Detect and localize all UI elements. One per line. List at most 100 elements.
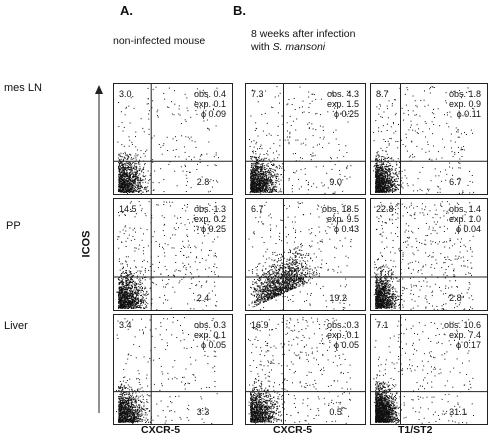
event-dot <box>124 215 126 216</box>
event-dot <box>119 299 120 301</box>
event-dot <box>391 157 393 159</box>
event-dot <box>302 100 304 102</box>
event-dot <box>384 173 385 175</box>
event-dot <box>172 286 174 288</box>
event-dot <box>264 179 266 180</box>
event-dot <box>380 187 382 189</box>
event-dot <box>199 107 201 109</box>
event-dot <box>387 166 389 168</box>
event-dot <box>129 291 131 293</box>
event-dot <box>302 112 303 114</box>
event-dot <box>258 185 260 187</box>
event-dot <box>215 125 217 127</box>
event-dot <box>169 205 171 207</box>
event-dot <box>169 237 171 239</box>
event-dot <box>387 170 389 172</box>
event-dot <box>392 122 394 123</box>
event-dot <box>127 294 129 296</box>
event-dot <box>127 175 129 177</box>
event-dot <box>388 167 390 169</box>
event-dot <box>128 185 130 187</box>
event-dot <box>128 181 129 182</box>
event-dot <box>251 191 253 193</box>
event-dot <box>123 180 125 182</box>
event-dot <box>122 287 124 289</box>
stat-exp: exp. 0.1 <box>193 99 226 109</box>
event-dot <box>145 300 146 302</box>
event-dot <box>262 183 264 185</box>
event-dot <box>151 281 153 283</box>
event-dot <box>281 115 283 117</box>
event-dot <box>139 272 141 274</box>
event-dot <box>271 191 273 193</box>
event-dot <box>118 300 120 302</box>
event-dot <box>252 175 254 177</box>
event-dot <box>130 181 132 183</box>
event-dot <box>184 224 186 226</box>
event-dot <box>184 146 185 148</box>
event-dot <box>261 178 263 179</box>
event-dot <box>140 299 142 300</box>
event-dot <box>390 176 392 178</box>
event-dot <box>389 138 391 139</box>
event-dot <box>347 101 349 102</box>
event-dot <box>251 163 253 164</box>
event-dot <box>138 304 140 306</box>
event-dot <box>131 294 133 296</box>
event-dot <box>265 173 267 175</box>
event-dot <box>380 175 382 177</box>
event-dot <box>251 190 253 192</box>
event-dot <box>139 187 141 189</box>
event-dot <box>254 178 256 180</box>
event-dot <box>448 126 450 128</box>
event-dot <box>213 255 215 257</box>
event-dot <box>305 144 307 146</box>
event-dot <box>130 189 132 191</box>
event-dot <box>289 133 291 135</box>
event-dot <box>123 301 125 303</box>
event-dot <box>120 173 122 175</box>
event-dot <box>255 190 257 192</box>
event-dot <box>348 113 350 115</box>
event-dot <box>129 184 131 186</box>
event-dot <box>135 301 137 303</box>
event-dot <box>156 111 158 113</box>
event-dot <box>316 186 318 188</box>
event-dot <box>259 186 261 188</box>
event-dot <box>380 147 382 149</box>
stat-phi: ϕ 0.25 <box>333 109 359 119</box>
event-dot <box>157 267 159 269</box>
event-dot <box>389 180 391 182</box>
event-dot <box>142 127 144 129</box>
event-dot <box>121 174 123 176</box>
event-dot <box>129 304 131 306</box>
event-dot <box>386 188 388 190</box>
event-dot <box>266 182 268 184</box>
event-dot <box>307 123 309 125</box>
event-dot <box>173 227 175 229</box>
event-dot <box>255 143 257 145</box>
event-dot <box>349 176 351 178</box>
event-dot <box>300 186 302 188</box>
event-dot <box>127 157 129 159</box>
event-dot <box>119 290 121 292</box>
event-dot <box>133 306 135 308</box>
event-dot <box>134 300 136 302</box>
event-dot <box>196 221 198 223</box>
event-dot <box>328 142 330 144</box>
event-dot <box>197 229 199 231</box>
event-dot <box>132 304 134 306</box>
event-dot <box>122 307 123 309</box>
event-dot <box>412 184 414 186</box>
event-dot <box>132 298 134 300</box>
event-dot <box>128 165 130 167</box>
event-dot <box>130 173 132 175</box>
event-dot <box>135 272 137 274</box>
event-dot <box>128 191 130 193</box>
event-dot <box>174 170 176 172</box>
event-dot <box>128 283 130 285</box>
event-dot <box>379 170 381 172</box>
event-dot <box>128 177 130 179</box>
event-dot <box>261 148 263 150</box>
event-dot <box>147 170 149 172</box>
